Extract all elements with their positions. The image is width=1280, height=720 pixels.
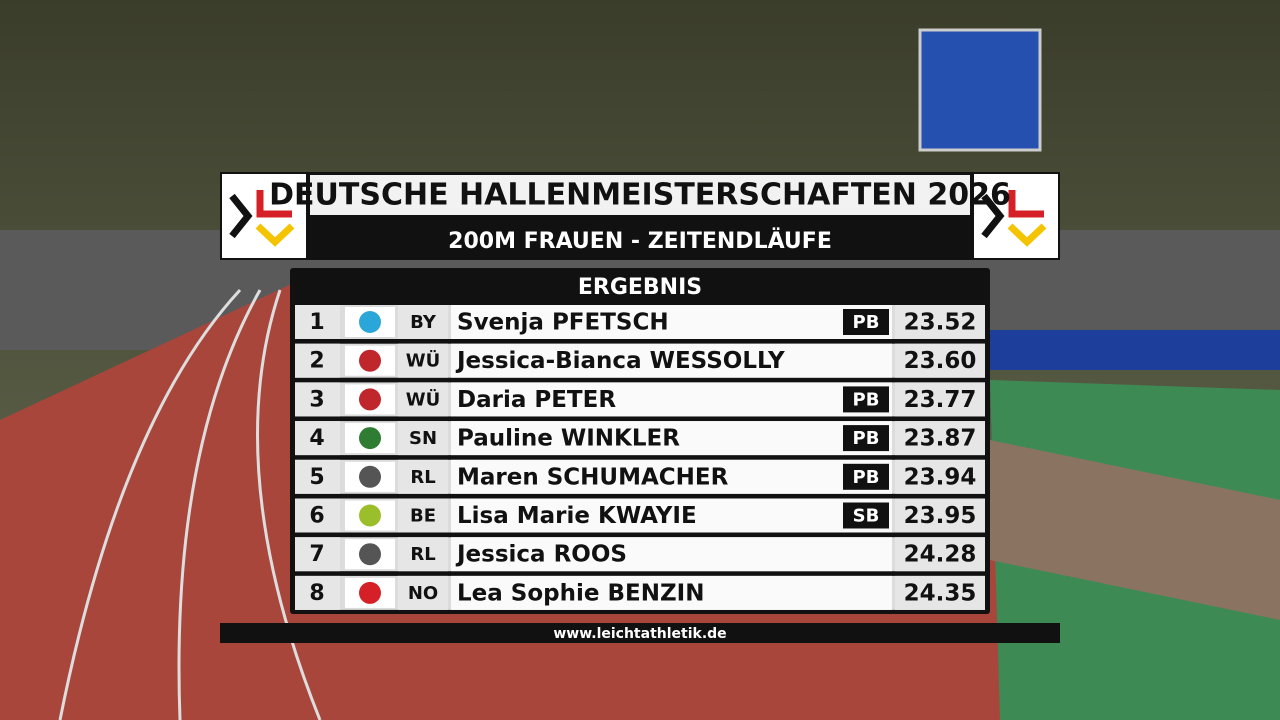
region: RL (410, 467, 435, 488)
badge-box (843, 425, 889, 452)
region-cell (398, 537, 448, 572)
time-cell (895, 575, 985, 610)
badge: PB (853, 428, 880, 449)
name-cell (451, 459, 892, 494)
badge-box (843, 463, 889, 490)
rows: 1 BY Svenja PFETSCH PB 23.52 2 WÜ Jessica-Bianc… (295, 305, 985, 610)
time-cell (895, 382, 985, 417)
name-cell (451, 498, 892, 533)
region: RL (410, 544, 435, 565)
time: 24.35 (904, 580, 977, 606)
table-heading: ERGEBNIS (578, 275, 702, 300)
time-cell (895, 305, 985, 339)
title-bar (310, 175, 970, 215)
time: 23.60 (904, 348, 977, 374)
athlete-name: Jessica ROOS (455, 542, 627, 568)
region: SN (409, 428, 437, 449)
lane-lines (58, 288, 322, 720)
badge-box (843, 309, 889, 335)
badge: SB (853, 506, 880, 527)
region: BY (410, 312, 437, 333)
dlv-logo (981, 190, 1047, 247)
athlete-name: Lea Sophie BENZIN (457, 580, 704, 606)
time: 23.94 (904, 464, 977, 490)
rank: 3 (309, 387, 324, 412)
name-cell (451, 421, 892, 456)
rank-cell (295, 421, 340, 456)
time-cell (895, 459, 985, 494)
sand-pit (990, 440, 1280, 620)
club-logo-mark (359, 543, 381, 566)
athlete-name: Daria PETER (457, 387, 616, 413)
badge: PB (853, 389, 880, 410)
badge: PB (853, 467, 880, 488)
rank-cell (295, 343, 340, 378)
region: WÜ (406, 388, 440, 410)
name-cell (451, 343, 892, 378)
time: 23.52 (904, 310, 977, 336)
club-logo-mark (359, 311, 381, 333)
badge: PB (853, 312, 880, 333)
region-cell (398, 421, 448, 456)
time-cell (895, 498, 985, 533)
athlete-name: Jessica-Bianca WESSOLLY (455, 348, 785, 374)
subtitle: 200M FRAUEN - ZEITENDLÄUFE (448, 228, 832, 254)
badge-box (843, 386, 889, 413)
athlete-name: Lisa Marie KWAYIE (457, 503, 697, 529)
club-logo-mark (359, 465, 381, 488)
athlete-name: Svenja PFETSCH (457, 310, 669, 336)
region-cell (398, 305, 448, 339)
region: BE (410, 506, 436, 527)
club-logo-mark (359, 388, 381, 411)
athlete-name: Maren SCHUMACHER (457, 464, 729, 490)
athlete-name: Pauline WINKLER (457, 426, 680, 452)
name-cell (451, 575, 892, 610)
footer-bar (220, 623, 1060, 643)
rank-cell (295, 575, 340, 610)
rank-cell (295, 537, 340, 572)
region-cell (398, 459, 448, 494)
time-cell (895, 537, 985, 572)
scoreboard (918, 28, 1042, 152)
rank-cell (295, 305, 340, 339)
club-logo-mark (359, 504, 381, 527)
region: NO (408, 583, 438, 604)
rank: 1 (309, 310, 324, 335)
region-cell (398, 575, 448, 610)
rank: 7 (309, 542, 324, 567)
time: 24.28 (904, 542, 977, 568)
title: DEUTSCHE HALLENMEISTERSCHAFTEN 2026 (269, 178, 1011, 213)
name-cell (451, 305, 892, 339)
rank: 6 (309, 504, 324, 529)
region: WÜ (406, 350, 440, 372)
footer-url: www.leichtathletik.de (553, 626, 726, 642)
rank: 5 (309, 465, 324, 490)
time-cell (895, 421, 985, 456)
club-logo-mark (359, 581, 381, 604)
region-cell (398, 498, 448, 533)
rank-cell (295, 382, 340, 417)
rank-cell (295, 498, 340, 533)
badge-box (843, 502, 889, 529)
time: 23.95 (904, 503, 977, 529)
time: 23.87 (904, 426, 977, 452)
name-cell (451, 537, 892, 572)
time-cell (895, 343, 985, 378)
region-cell (398, 382, 448, 417)
rank: 4 (309, 426, 324, 451)
time: 23.77 (904, 387, 977, 413)
dlv-logo (229, 190, 295, 247)
club-logo-mark (359, 349, 381, 372)
rank-cell (295, 459, 340, 494)
rank: 8 (309, 581, 324, 606)
club-logo-mark (359, 427, 381, 450)
rank: 2 (309, 349, 324, 374)
region-cell (398, 343, 448, 378)
name-cell (451, 382, 892, 417)
sponsor-board (990, 330, 1280, 370)
